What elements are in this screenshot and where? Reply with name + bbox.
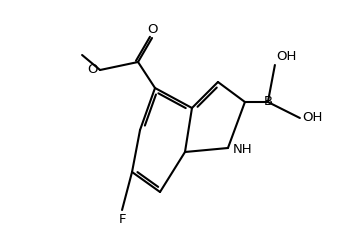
Text: O: O — [147, 23, 157, 36]
Text: OH: OH — [302, 111, 323, 124]
Text: OH: OH — [277, 50, 297, 63]
Text: B: B — [263, 95, 273, 108]
Text: F: F — [118, 214, 126, 226]
Text: NH: NH — [233, 143, 253, 156]
Text: O: O — [88, 63, 98, 77]
